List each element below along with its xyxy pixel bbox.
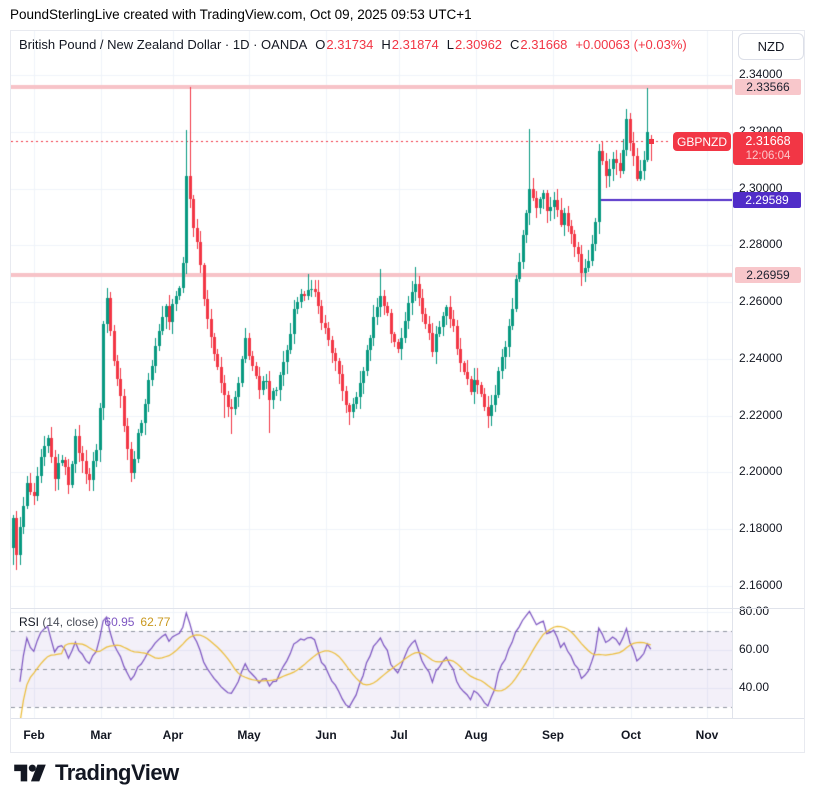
price-tick-label: 2.26000 bbox=[739, 294, 783, 309]
time-axis-label-jul: Jul bbox=[390, 728, 408, 742]
symbol-legend[interactable]: British Pound / New Zealand Dollar · 1D … bbox=[19, 37, 687, 52]
ohlc-low: L 2.30962 bbox=[446, 37, 503, 52]
time-axis[interactable]: Feb Mar Apr May Jun Jul Aug Sep Oct Nov bbox=[11, 719, 804, 752]
bar-countdown: 12:06:04 bbox=[745, 149, 791, 162]
current-price-label: 2.31668 12:06:04 bbox=[733, 132, 803, 165]
tradingview-logo-icon[interactable] bbox=[13, 760, 47, 786]
time-axis-label-aug: Aug bbox=[464, 728, 488, 742]
price-tick-label: 2.18000 bbox=[739, 521, 783, 536]
price-tick-label: 2.34000 bbox=[739, 67, 783, 81]
time-axis-label-mar: Mar bbox=[90, 728, 112, 742]
price-tick-label: 2.24000 bbox=[739, 350, 783, 365]
support-price-label: 2.26959 bbox=[735, 267, 801, 283]
ohlc-close: C 2.31668 bbox=[510, 37, 568, 52]
chart-widget: British Pound / New Zealand Dollar · 1D … bbox=[10, 30, 805, 753]
ohlc-open: O 2.31734 bbox=[315, 37, 374, 52]
snapshot-header: PoundSterlingLive created with TradingVi… bbox=[10, 7, 472, 22]
footer: TradingView bbox=[13, 760, 179, 786]
time-axis-label-jun: Jun bbox=[315, 728, 337, 742]
pane-separator-time bbox=[11, 718, 804, 719]
change-value: +0.00063 (+0.03%) bbox=[575, 37, 687, 52]
rsi-ma-value: 62.77 bbox=[140, 615, 171, 629]
price-tick-label: 2.28000 bbox=[739, 237, 783, 252]
rsi-tick-label: 40.00 bbox=[739, 680, 770, 694]
time-axis-label-may: May bbox=[237, 728, 261, 742]
rsi-tick-label: 80.00 bbox=[739, 604, 770, 618]
chart-canvas[interactable] bbox=[11, 31, 732, 718]
price-tick-label: 2.22000 bbox=[739, 407, 783, 422]
rsi-value: 60.95 bbox=[104, 615, 135, 629]
time-axis-label-apr: Apr bbox=[162, 728, 184, 742]
rsi-legend[interactable]: RSI (14, close) 60.95 62.77 bbox=[19, 615, 170, 629]
rsi-tick-label: 60.00 bbox=[739, 642, 770, 656]
time-axis-label-feb: Feb bbox=[23, 728, 45, 742]
last-price-marker bbox=[649, 139, 654, 144]
time-axis-label-oct: Oct bbox=[620, 728, 642, 742]
time-axis-label-nov: Nov bbox=[695, 728, 719, 742]
resistance-price-label: 2.33566 bbox=[735, 79, 801, 95]
rsi-name: RSI bbox=[19, 615, 40, 629]
price-tick-label: 2.16000 bbox=[739, 577, 783, 592]
rsi-params: (14, close) bbox=[42, 615, 99, 629]
time-axis-label-sep: Sep bbox=[541, 728, 565, 742]
ohlc-high: H 2.31874 bbox=[381, 37, 439, 52]
current-price-value: 2.31668 bbox=[745, 133, 791, 148]
pane-separator-rsi[interactable] bbox=[11, 608, 804, 609]
currency-button[interactable]: NZD bbox=[738, 33, 804, 60]
symbol-title[interactable]: British Pound / New Zealand Dollar · 1D … bbox=[19, 37, 308, 52]
tradingview-wordmark[interactable]: TradingView bbox=[55, 760, 179, 785]
price-tick-label: 2.20000 bbox=[739, 464, 783, 479]
price-line-symbol-tag: GBPNZD bbox=[673, 132, 731, 151]
price-tick-label: 2.30000 bbox=[739, 180, 783, 195]
breakout-price-label: 2.29589 bbox=[733, 192, 801, 208]
price-axis-border bbox=[732, 31, 733, 718]
